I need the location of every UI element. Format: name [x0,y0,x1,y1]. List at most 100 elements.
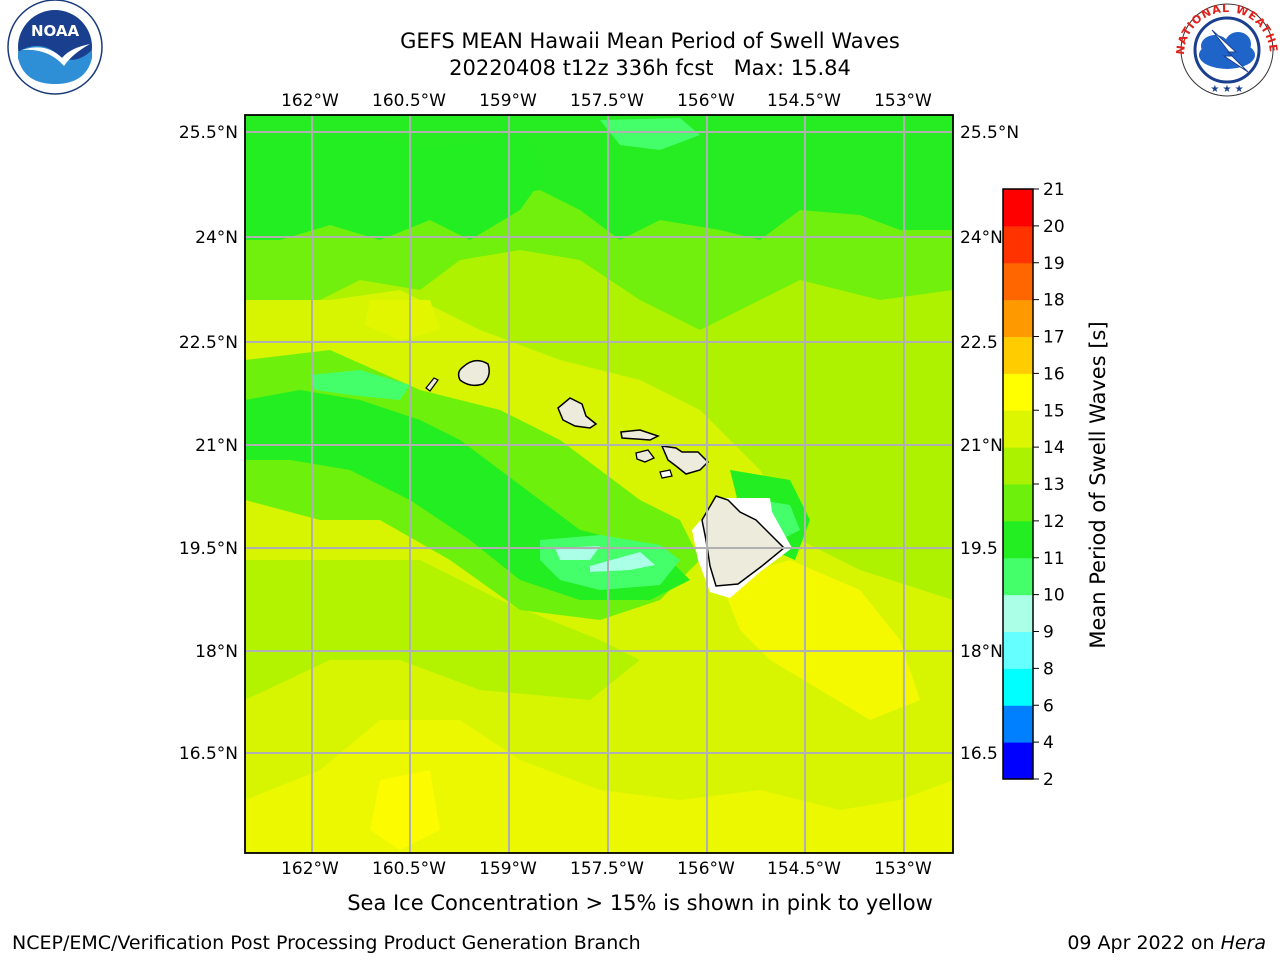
lon-label: 153°W [874,859,932,879]
colorbar-tick-label: 2 [1043,770,1054,790]
colorbar-tick-label: 16 [1043,364,1065,384]
field-10s-d [600,118,700,150]
field-11s-west [245,130,545,240]
colorbar-tick-label: 11 [1043,549,1065,569]
island-molokai [620,429,660,441]
colorbar-segment [1003,668,1033,706]
lat-label: 16.5°N [179,744,238,764]
chart-title: GEFS MEAN Hawaii Mean Period of Swell Wa… [400,29,900,53]
colorbar-segment [1003,631,1033,669]
graticule [245,115,953,853]
lat-label: 25.5°N [960,123,1019,143]
colorbar-tick-label: 13 [1043,475,1065,495]
lat-label: 22.5°N [179,333,238,353]
colorbar-tick-label: 14 [1043,438,1065,458]
lat-label: 16.5 [960,744,998,764]
lat-label: 21°N [195,436,238,456]
map-frame [244,114,954,854]
lat-label: 18°N [195,642,238,662]
island-kahoolawe [659,469,673,479]
run-date: 09 Apr 2022 on Hera [1067,932,1266,954]
lat-label: 19.5°N [179,539,238,559]
map-field [245,115,953,853]
island-kauai [457,359,490,387]
field-10s-a [310,370,410,400]
lat-labels-right: 25.5°N 24°N 22.5 21°N 19.5 18°N 16.5 [960,123,1019,764]
colorbar-segment [1003,742,1033,780]
colorbar-segment [1003,225,1033,264]
lon-label: 157.5°W [570,859,644,879]
colorbar-tick-label: 4 [1043,733,1054,753]
lon-label: 157.5°W [570,91,644,111]
colorbar-tick-label: 18 [1043,291,1065,311]
lon-label: 154.5°W [767,91,841,111]
colorbar-tick-label: 19 [1043,254,1065,274]
noaa-logo-text: NOAA [31,22,80,40]
colorbar-segment [1003,373,1033,411]
lon-label: 156°W [677,859,735,879]
field-15s-east [720,560,920,720]
lon-label: 159°W [479,859,537,879]
colorbar-tick-label: 6 [1043,696,1054,716]
field-15s-spot [370,770,440,850]
lat-labels-left: 25.5°N 24°N 22.5°N 21°N 19.5°N 18°N 16.5… [179,123,238,764]
colorbar-tick-label: 20 [1043,217,1065,237]
colorbar-tick-label: 9 [1043,623,1054,643]
colorbar-segment [1003,189,1033,227]
run-date-text: 09 Apr 2022 on [1067,932,1221,954]
lat-label: 25.5°N [179,123,238,143]
colorbar-segment [1003,336,1033,374]
field-9s-b [590,552,655,572]
colorbar-segment [1003,447,1033,485]
colorbar-segment [1003,705,1033,743]
lat-label: 24°N [195,228,238,248]
field-9s-a [555,546,600,560]
colorbar: 2 4 6 8 9 10 11 12 13 14 15 16 17 18 19 20 21 [1002,180,1065,790]
colorbar-tick-label: 8 [1043,659,1054,679]
lon-label: 160.5°W [372,859,446,879]
colorbar-segment [1003,520,1033,559]
chart-subtitle: 20220408 t12z 336h fcst Max: 15.84 [449,56,851,80]
island-maui [660,445,710,475]
svg-text:★ ★ ★: ★ ★ ★ [1210,84,1243,95]
colorbar-segment [1003,262,1033,301]
nws-logo: NATIONAL WEATHER SERVICE ★ ★ ★ [0,0,1280,97]
noaa-logo: NOAA [7,0,103,95]
colorbar-tick-label: 12 [1043,512,1065,532]
field-14s-north [365,300,440,340]
colorbar-segment [1003,410,1033,448]
colorbar-label: Mean Period of Swell Waves [s] [1086,321,1110,648]
lon-label: 159°W [479,91,537,111]
lat-label: 18°N [960,642,1003,662]
colorbar-segment [1003,484,1033,522]
lon-labels-top: 162°W 160.5°W 159°W 157.5°W 156°W 154.5°… [281,91,932,111]
lon-label: 156°W [677,91,735,111]
run-machine: Hera [1220,932,1266,954]
colorbar-tick-label: 10 [1043,586,1065,606]
island-oahu [557,397,598,429]
lat-label: 22.5 [960,333,998,353]
lon-label: 162°W [281,91,339,111]
nws-logo-ring: NATIONAL WEATHER SERVICE [0,0,1280,55]
colorbar-tick-label: 17 [1043,328,1065,348]
lon-label: 162°W [281,859,339,879]
colorbar-segment [1003,557,1033,596]
sea-ice-note: Sea Ice Concentration > 15% is shown in … [347,891,933,915]
credit-text: NCEP/EMC/Verification Post Processing Pr… [12,932,641,954]
lon-labels-bottom: 162°W 160.5°W 159°W 157.5°W 156°W 154.5°… [281,859,932,879]
field-13s-south [245,560,640,700]
lat-label: 24°N [960,228,1003,248]
colorbar-tick-label: 15 [1043,401,1065,421]
field-11s [245,115,953,240]
lon-label: 160.5°W [372,91,446,111]
lon-label: 154.5°W [767,859,841,879]
island-lanai [635,449,656,463]
colorbar-tick-label: 21 [1043,180,1065,200]
lat-label: 21°N [960,436,1003,456]
lat-label: 19.5 [960,539,998,559]
island-niihau [425,377,439,392]
colorbar-segment [1003,594,1033,632]
lon-label: 153°W [874,91,932,111]
colorbar-segment [1003,299,1033,337]
